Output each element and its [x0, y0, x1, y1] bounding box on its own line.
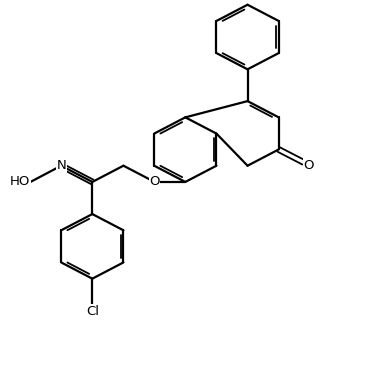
- Text: N: N: [56, 159, 66, 172]
- Text: Cl: Cl: [86, 305, 99, 318]
- Text: O: O: [304, 158, 314, 171]
- Text: HO: HO: [10, 176, 31, 189]
- Text: O: O: [149, 176, 160, 189]
